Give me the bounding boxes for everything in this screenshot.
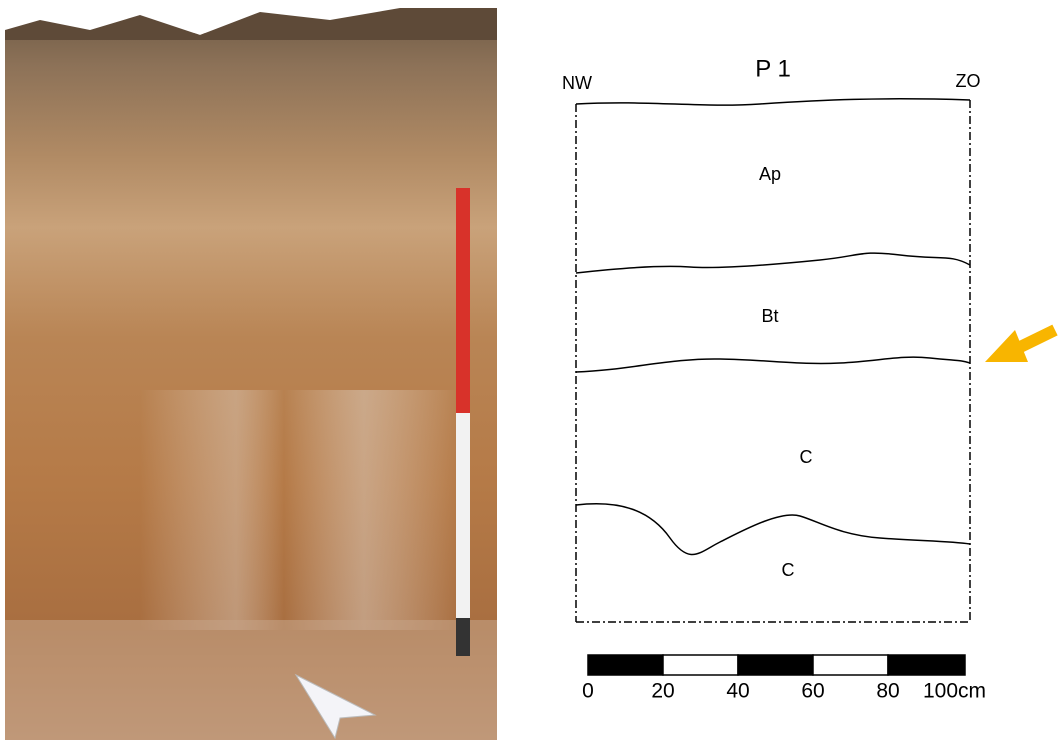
scale-label: 40 [726,680,749,703]
scale-label: 80 [876,680,899,703]
scale-label: 20 [651,680,674,703]
horizon-label: Ap [759,164,781,184]
profile-title: P 1 [755,55,791,82]
boundary-line [576,357,970,372]
page: {"title": "P 1", "orientation": {"left":… [0,0,1059,742]
boundary-line [576,504,970,555]
figure: P 1 NW ZO Ap Bt C C 0 20 40 60 80 100cm [0,0,1059,742]
boundary-line [576,253,970,273]
horizon-label: C [782,560,795,580]
pointer-arrow [985,330,1055,362]
horizon-label: C [800,447,813,467]
orientation-label: ZO [956,71,981,91]
horizon-label: Bt [761,306,778,326]
scale-label: 100cm [923,680,986,703]
orientation-label: NW [562,73,592,93]
scale-label: 0 [582,680,594,703]
surface-line [576,99,970,105]
scale-bar [588,655,965,675]
soil-photo [5,8,497,740]
scale-label: 60 [801,680,824,703]
